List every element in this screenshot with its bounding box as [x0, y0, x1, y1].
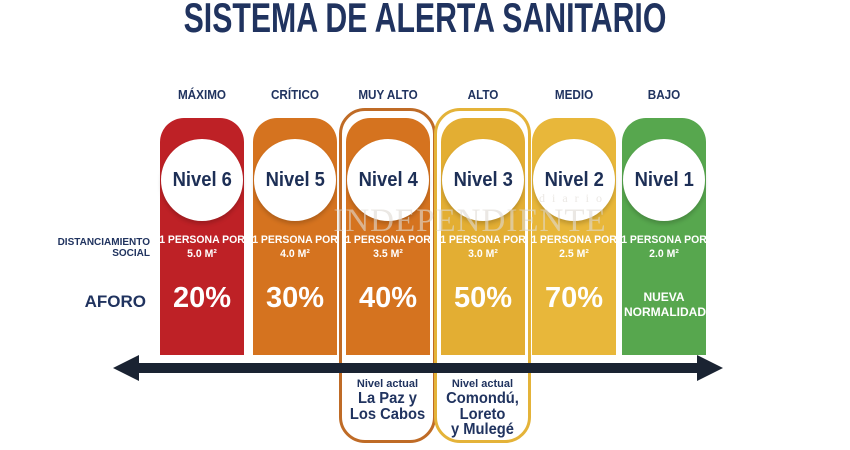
distancing-label-line1: DISTANCIAMIENTO	[57, 237, 150, 248]
distancing-value: 1 PERSONA POR 3.0 M²	[439, 233, 526, 261]
callout-line: Loreto	[459, 405, 506, 423]
aforo-value: 70%	[544, 282, 604, 314]
callout-line: Los Cabos	[349, 405, 426, 423]
arrow-right-head-icon	[697, 355, 723, 381]
distancing-label-line2: SOCIAL	[112, 248, 150, 259]
row-label-distanciamiento-social: DISTANCIAMIENTO SOCIAL	[0, 237, 150, 259]
level-header-critico: CRÍTICO	[270, 87, 320, 102]
aforo-value: 20%	[172, 282, 232, 314]
level-name: Nivel 5	[265, 168, 325, 191]
callout-line: y Mulegé	[450, 421, 514, 438]
level-pill-nivel-6: Nivel 6 1 PERSONA POR 5.0 M² 20%	[158, 118, 245, 355]
distancing-line2: 4.0 M²	[280, 248, 310, 260]
distancing-value: 1 PERSONA POR 2.0 M²	[620, 233, 707, 261]
level-circle: Nivel 3	[442, 139, 524, 221]
level-name: Nivel 6	[172, 168, 232, 191]
distancing-line1: 1 PERSONA POR	[252, 234, 338, 246]
level-pill-nivel-1: Nivel 1 1 PERSONA POR 2.0 M² NUEVA NORMA…	[620, 118, 707, 355]
distancing-line1: 1 PERSONA POR	[621, 234, 707, 246]
callout-label: Nivel actual	[356, 378, 419, 390]
level-circle: Nivel 2	[533, 139, 615, 221]
distancing-line1: 1 PERSONA POR	[159, 234, 245, 246]
level-name: Nivel 1	[634, 168, 694, 191]
level-name: Nivel 4	[358, 168, 418, 191]
distancing-line2: 3.0 M²	[468, 248, 498, 260]
level-circle: Nivel 6	[161, 139, 243, 221]
current-level-outline-alto: Nivel actual Comondú, Loreto y Mulegé	[434, 108, 531, 443]
distancing-line2: 3.5 M²	[373, 248, 403, 260]
aforo-value: NUEVA NORMALIDAD	[624, 290, 706, 319]
distancing-value: 1 PERSONA POR 2.5 M²	[530, 233, 617, 261]
level-header-muy-alto: MUY ALTO	[358, 87, 418, 102]
callout-line: La Paz y	[358, 390, 417, 407]
severity-axis-arrow	[113, 354, 723, 382]
distancing-line1: 1 PERSONA POR	[531, 234, 617, 246]
page-title: SISTEMA DE ALERTA SANITARIO	[183, 0, 667, 41]
level-name: Nivel 3	[453, 168, 513, 191]
level-pill-nivel-4: Nivel 4 1 PERSONA POR 3.5 M² 40%	[344, 118, 431, 355]
level-header-alto: ALTO	[467, 87, 499, 102]
row-label-aforo: AFORO	[84, 292, 146, 311]
current-level-callout: Nivel actual Comondú, Loreto y Mulegé	[434, 378, 531, 438]
level-header-bajo: BAJO	[647, 87, 681, 102]
aforo-value: 50%	[453, 282, 513, 314]
level-pill-nivel-5: Nivel 5 1 PERSONA POR 4.0 M² 30%	[251, 118, 338, 355]
distancing-value: 1 PERSONA POR 3.5 M²	[344, 233, 431, 261]
distancing-line1: 1 PERSONA POR	[440, 234, 526, 246]
distancing-line2: 5.0 M²	[187, 248, 217, 260]
current-level-callout: Nivel actual La Paz y Los Cabos	[339, 378, 436, 422]
level-circle: Nivel 5	[254, 139, 336, 221]
distancing-line1: 1 PERSONA POR	[345, 234, 431, 246]
level-circle: Nivel 1	[623, 139, 705, 221]
callout-line: Comondú,	[446, 390, 519, 407]
callout-label: Nivel actual	[451, 378, 514, 390]
aforo-value: 40%	[358, 282, 418, 314]
distancing-value: 1 PERSONA POR 5.0 M²	[158, 233, 245, 261]
level-pill-nivel-3: Nivel 3 1 PERSONA POR 3.0 M² 50%	[439, 118, 526, 355]
aforo-value: 30%	[265, 282, 325, 314]
arrow-shaft	[139, 363, 697, 373]
distancing-line2: 2.5 M²	[559, 248, 589, 260]
distancing-value: 1 PERSONA POR 4.0 M²	[251, 233, 338, 261]
current-level-outline-muy-alto: Nivel actual La Paz y Los Cabos	[339, 108, 436, 443]
level-name: Nivel 2	[544, 168, 604, 191]
distancing-line2: 2.0 M²	[649, 248, 679, 260]
arrow-left-head-icon	[113, 355, 139, 381]
level-header-maximo: MÁXIMO	[177, 87, 227, 102]
level-circle: Nivel 4	[347, 139, 429, 221]
level-pill-nivel-2: Nivel 2 1 PERSONA POR 2.5 M² 70%	[530, 118, 617, 355]
level-header-medio: MEDIO	[554, 87, 594, 102]
